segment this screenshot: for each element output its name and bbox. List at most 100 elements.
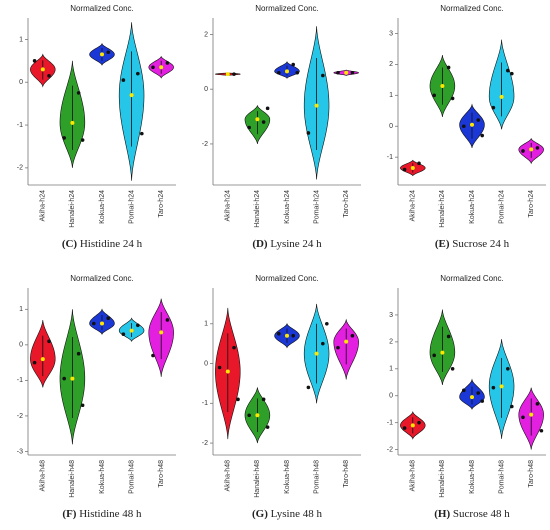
data-point [291,333,296,338]
panel: Normalized Conc. -3 -2 -1 0 1 Akiha-h48 Hanalei… [17,274,176,520]
data-point [432,93,436,98]
mean-point [129,328,134,333]
data-point [32,360,37,365]
mean-point [100,321,104,326]
x-tick-label: Kokua-h24 [469,190,476,224]
data-point [480,133,485,138]
data-point [265,106,270,111]
panel: Normalized Conc. -2 -1 0 1 Akiha-h24 Hanalei-h… [17,4,176,250]
y-tick-label: 0 [389,393,393,400]
mean-point [344,70,349,75]
data-point [80,403,85,408]
data-point [247,125,251,130]
x-tick-label: Pomai-h48 [498,460,505,494]
data-point [76,351,81,356]
panel-caption: (F) Histidine 48 h [62,508,142,520]
data-point [265,425,270,429]
mean-point [470,395,474,400]
mean-point [70,120,75,125]
x-tick-label: Hanalei-h48 [69,460,76,498]
panel: Normalized Conc. -2 -1 0 1 Akiha-h48 Hanalei-h… [202,274,361,520]
x-tick-label: Hanalei-h48 [254,460,261,498]
caption-text: Sucrose 24 h [452,238,509,250]
y-tick-label: -2 [202,440,208,447]
data-point [295,70,300,75]
panel-caption: (D) Lysine 24 h [252,238,322,250]
mean-point [255,117,260,122]
data-point [336,70,340,75]
data-point [80,138,85,142]
data-point [535,146,540,150]
data-point [461,388,466,393]
data-point [106,316,111,321]
data-point [136,71,140,76]
panel-title: Normalized Conc. [440,4,504,13]
caption-label: (F) [62,508,76,520]
mean-point [159,65,164,70]
data-point [491,105,496,110]
panel-title: Normalized Conc. [255,274,319,283]
data-point [151,353,155,358]
mean-point [314,351,319,356]
y-tick-label: 1 [389,92,393,99]
mean-point [285,69,289,74]
y-tick-label: -2 [17,413,23,420]
y-tick-label: -1 [387,420,393,427]
y-tick-label: -1 [17,122,23,129]
data-point [446,334,451,339]
data-point [140,131,144,136]
mean-point [344,339,349,344]
x-tick-label: Akiha-h48 [225,460,232,492]
mean-point [129,93,134,98]
panel-title: Normalized Conc. [70,4,134,13]
y-tick-label: -2 [202,141,208,148]
y-tick-label: 1 [19,36,23,43]
panel-caption: (H) Sucrose 48 h [434,508,510,520]
data-point [417,420,421,425]
mean-point [285,333,289,338]
x-tick-label: Taro-h48 [343,460,350,488]
data-point [91,321,96,326]
data-point [461,124,466,129]
y-tick-label: 0 [19,342,23,349]
panel: Normalized Conc. -2 0 2 Akiha-h24 Hanalei-h24… [202,4,361,250]
data-point [247,413,251,418]
y-tick-label: 0 [389,123,393,130]
data-point [350,333,355,338]
caption-text: Histidine 48 h [79,508,142,520]
y-tick-label: -1 [17,377,23,384]
data-point [336,345,340,350]
data-point [276,70,281,75]
data-point [432,353,436,358]
data-point [106,50,111,55]
y-tick-label: 2 [389,61,393,68]
data-point [539,428,544,433]
y-tick-label: -2 [17,165,23,172]
caption-label: (G) [252,508,268,520]
y-tick-label: 3 [389,312,393,319]
y-tick-label: -2 [387,446,393,453]
x-tick-label: Akiha-h24 [410,190,417,222]
data-point [480,399,485,403]
y-tick-label: -1 [202,400,208,407]
panel-title: Normalized Conc. [70,274,134,283]
caption-text: Lysine 48 h [271,508,323,520]
y-tick-label: 0 [204,86,208,93]
mean-point [470,122,474,127]
mean-point [499,94,504,99]
x-tick-label: Kokua-h24 [284,190,291,224]
caption-text: Sucrose 48 h [453,508,510,520]
data-point [121,332,126,336]
data-point [510,71,514,76]
y-tick-label: -3 [17,448,23,455]
caption-label: (E) [435,238,450,250]
data-point [151,65,155,70]
data-point [350,70,355,75]
x-tick-label: Taro-h48 [528,460,535,488]
x-tick-label: Kokua-h48 [469,460,476,494]
data-point [402,426,407,430]
x-tick-label: Taro-h24 [343,190,350,218]
data-point [325,321,329,326]
data-point [476,118,481,122]
data-point [232,345,236,350]
